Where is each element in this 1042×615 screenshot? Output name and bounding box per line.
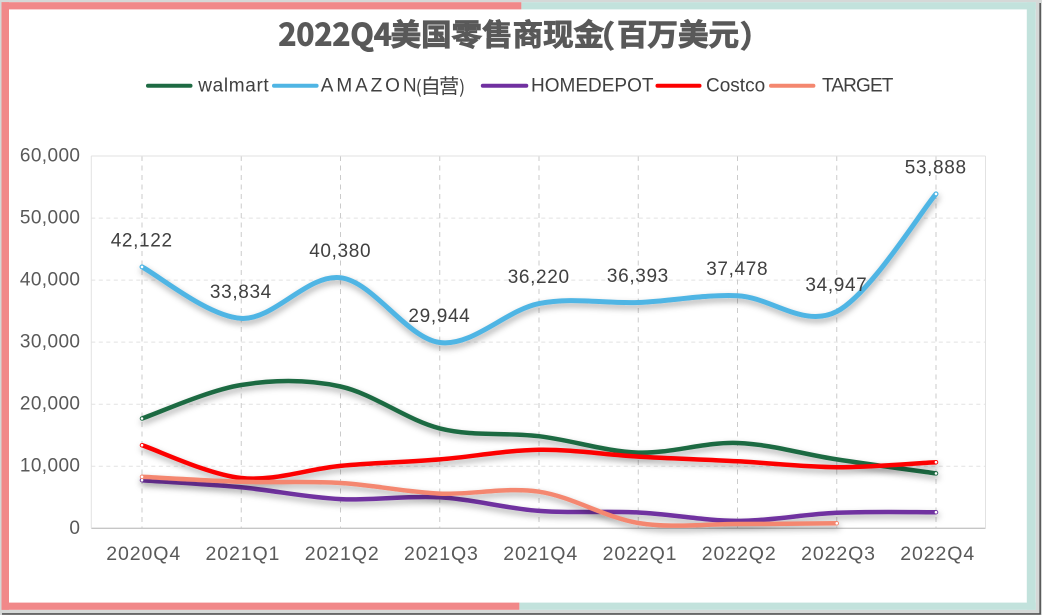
svg-text:2021Q2: 2021Q2 [305,543,380,565]
svg-text:29,944: 29,944 [408,306,470,327]
svg-text:53,888: 53,888 [905,157,967,178]
svg-text:2020Q4: 2020Q4 [106,543,181,565]
svg-text:36,393: 36,393 [607,266,669,287]
svg-text:33,834: 33,834 [210,282,272,303]
svg-text:20,000: 20,000 [20,394,81,415]
svg-text:30,000: 30,000 [20,332,81,353]
svg-text:60,000: 60,000 [20,146,81,167]
svg-text:2021Q1: 2021Q1 [206,543,281,565]
svg-text:2022Q3: 2022Q3 [801,543,876,565]
svg-text:36,220: 36,220 [508,267,570,288]
svg-text:0: 0 [69,518,80,539]
svg-text:2021Q4: 2021Q4 [503,543,578,565]
svg-text:HOMEDEPOT: HOMEDEPOT [531,76,654,97]
svg-text:2022Q2: 2022Q2 [702,543,777,565]
svg-text:50,000: 50,000 [20,208,81,229]
svg-text:34,947: 34,947 [805,275,867,296]
svg-text:Costco: Costco [706,76,765,97]
svg-text:2022Q1: 2022Q1 [603,543,678,565]
svg-text:37,478: 37,478 [706,259,768,280]
svg-text:42,122: 42,122 [111,230,173,251]
svg-text:40,000: 40,000 [20,270,81,291]
svg-text:TARGET: TARGET [822,76,894,97]
svg-text:2021Q3: 2021Q3 [404,543,479,565]
svg-text:40,380: 40,380 [309,241,371,262]
svg-text:walmart: walmart [197,76,269,97]
svg-text:10,000: 10,000 [20,456,81,477]
svg-text:2022Q4: 2022Q4 [900,543,975,565]
svg-text:AMAZON: AMAZON [321,76,420,97]
